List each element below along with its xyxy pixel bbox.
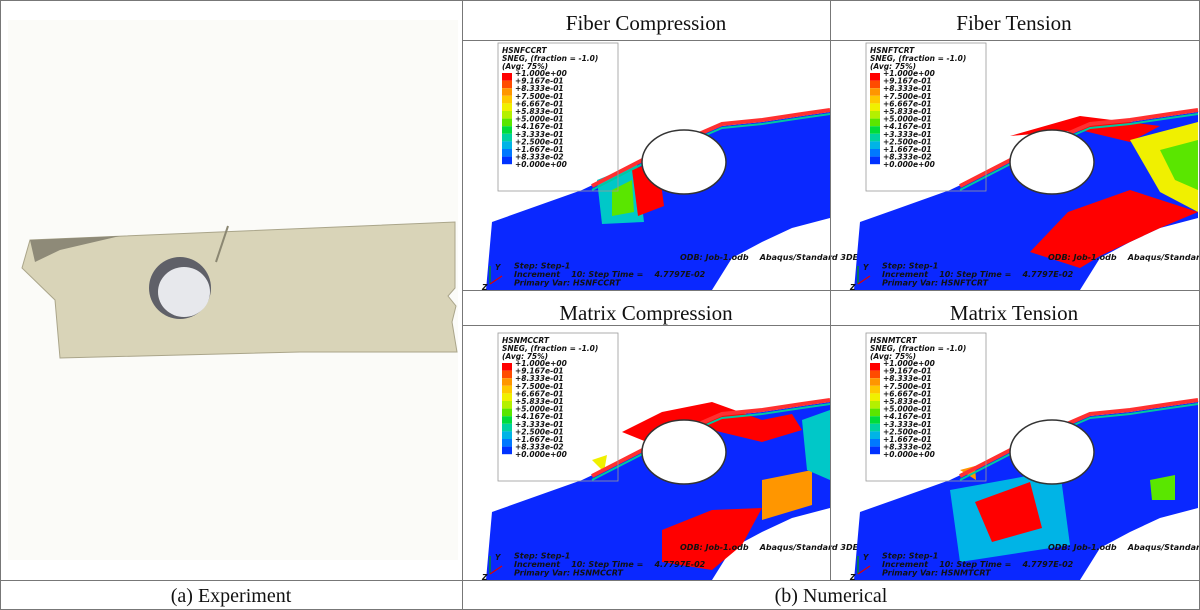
panel-title: Matrix Compression xyxy=(559,301,733,325)
legend-level: +0.000e+00 xyxy=(883,160,935,169)
hole xyxy=(642,420,726,484)
legend-swatch xyxy=(870,134,880,142)
legend-swatch xyxy=(502,416,512,424)
legend-swatch xyxy=(502,378,512,386)
legend-swatch xyxy=(870,378,880,386)
legend-swatch xyxy=(870,119,880,127)
legend-level: +0.000e+00 xyxy=(515,450,567,459)
legend-swatch xyxy=(502,81,512,89)
footer-line: ODB: Job-1.odb Abaqus/Standard 3DEXPERIE… xyxy=(1048,253,1200,262)
legend-swatch xyxy=(502,157,512,165)
legend-swatch xyxy=(502,73,512,81)
legend-level: +0.000e+00 xyxy=(515,160,567,169)
footer-line: Primary Var: HSNFTCRT xyxy=(882,279,989,288)
legend-swatch xyxy=(502,119,512,127)
legend-swatch xyxy=(870,439,880,447)
legend-swatch xyxy=(870,157,880,165)
legend-swatch xyxy=(502,447,512,455)
caption: (a) Experiment xyxy=(171,585,292,607)
caption: (b) Numerical xyxy=(775,585,888,607)
legend-swatch xyxy=(502,111,512,119)
legend-swatch xyxy=(502,393,512,401)
panel-title: Fiber Tension xyxy=(956,11,1072,35)
legend-swatch xyxy=(870,149,880,157)
hole xyxy=(1010,420,1094,484)
experiment-photo xyxy=(8,20,458,560)
legend-swatch xyxy=(870,431,880,439)
figure: Fiber CompressionHSNFCCRTSNEG, (fraction… xyxy=(0,0,1200,610)
hole xyxy=(1010,130,1094,194)
legend-swatch xyxy=(502,386,512,394)
hole-light xyxy=(158,267,210,317)
legend-swatch xyxy=(502,96,512,104)
legend-swatch xyxy=(870,409,880,417)
legend-swatch xyxy=(870,371,880,379)
legend-swatch xyxy=(870,386,880,394)
legend-swatch xyxy=(870,363,880,371)
legend-swatch xyxy=(870,401,880,409)
legend-swatch xyxy=(502,401,512,409)
legend-swatch xyxy=(502,134,512,142)
panel-title: Fiber Compression xyxy=(566,11,727,35)
legend-swatch xyxy=(870,111,880,119)
footer-line: ODB: Job-1.odb Abaqus/Standard 3DEXPERIE… xyxy=(1048,543,1200,552)
legend-swatch xyxy=(502,424,512,432)
hole xyxy=(642,130,726,194)
legend-swatch xyxy=(502,126,512,134)
legend-swatch xyxy=(870,416,880,424)
legend-swatch xyxy=(502,371,512,379)
legend-swatch xyxy=(870,88,880,96)
legend-swatch xyxy=(502,409,512,417)
legend-swatch xyxy=(502,141,512,149)
legend-swatch xyxy=(502,363,512,371)
legend-swatch xyxy=(870,73,880,81)
legend-swatch xyxy=(870,393,880,401)
legend-swatch xyxy=(870,447,880,455)
legend-swatch xyxy=(870,126,880,134)
legend-swatch xyxy=(870,141,880,149)
footer-line: Primary Var: HSNFCCRT xyxy=(514,279,621,288)
legend-level: +0.000e+00 xyxy=(883,450,935,459)
footer-line: Primary Var: HSNMTCRT xyxy=(882,569,991,578)
legend-swatch xyxy=(870,424,880,432)
panel-title: Matrix Tension xyxy=(950,301,1079,325)
footer-line: Primary Var: HSNMCCRT xyxy=(514,569,624,578)
legend-swatch xyxy=(502,431,512,439)
legend-swatch xyxy=(502,88,512,96)
legend-swatch xyxy=(870,81,880,89)
legend-swatch xyxy=(870,103,880,111)
legend-swatch xyxy=(502,439,512,447)
legend-swatch xyxy=(870,96,880,104)
legend-swatch xyxy=(502,149,512,157)
legend-swatch xyxy=(502,103,512,111)
